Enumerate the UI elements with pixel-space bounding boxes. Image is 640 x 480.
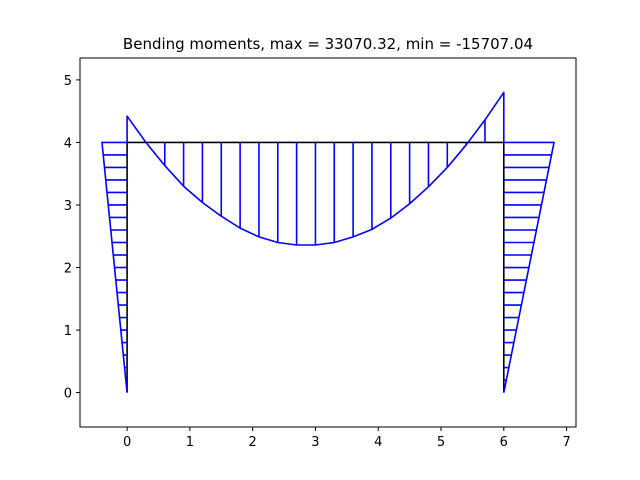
y-tick-label: 0 bbox=[64, 387, 72, 402]
x-tick-label: 0 bbox=[123, 435, 131, 450]
x-tick-label: 2 bbox=[249, 435, 257, 450]
y-tick-label: 2 bbox=[64, 262, 72, 277]
y-tick-label: 4 bbox=[64, 136, 72, 151]
y-tick-label: 3 bbox=[64, 199, 72, 214]
x-tick-label: 7 bbox=[562, 435, 570, 450]
tick-layer: 0 1 2 3 4 5 6 7 0 1 2 3 4 5 bbox=[64, 74, 571, 450]
y-tick-label: 1 bbox=[64, 324, 72, 339]
x-tick-label: 4 bbox=[374, 435, 382, 450]
series-layer bbox=[101, 91, 555, 393]
x-tick-label: 1 bbox=[186, 435, 194, 450]
moment-series-0 bbox=[101, 141, 128, 393]
x-tick-label: 3 bbox=[311, 435, 319, 450]
moment-series-1 bbox=[126, 91, 505, 246]
x-tick-label: 5 bbox=[437, 435, 445, 450]
chart-title: Bending moments, max = 33070.32, min = -… bbox=[123, 35, 533, 53]
x-tick-label: 6 bbox=[500, 435, 508, 450]
y-tick-label: 5 bbox=[64, 74, 72, 89]
axes-frame bbox=[79, 57, 577, 428]
moment-series-2 bbox=[503, 141, 555, 393]
